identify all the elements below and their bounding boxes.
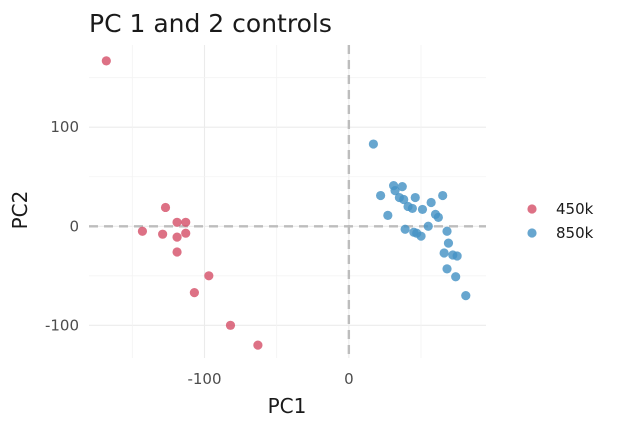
point-850k [423, 221, 433, 231]
point-850k [438, 190, 448, 201]
point-450k [172, 217, 182, 227]
point-450k [158, 229, 168, 239]
point-850k [452, 251, 462, 261]
x-tick-label: 0 [344, 370, 354, 388]
reference-lines [89, 45, 486, 358]
point-850k [368, 139, 378, 149]
point-850k [433, 212, 443, 222]
point-850k [376, 190, 386, 201]
point-850k [399, 194, 409, 205]
point-850k [451, 272, 461, 282]
y-tick-label: 100 [50, 118, 79, 136]
legend-key-450k [527, 204, 537, 214]
data-points [101, 56, 471, 350]
y-tick-label: 0 [69, 217, 79, 235]
point-850k [383, 210, 393, 220]
point-850k [416, 231, 426, 241]
point-450k [225, 320, 236, 330]
y-axis-title: PC2 [8, 191, 32, 230]
point-850k [426, 197, 436, 208]
point-450k [172, 247, 182, 257]
point-850k [417, 204, 428, 215]
x-axis-title: PC1 [268, 394, 307, 418]
point-850k [443, 238, 454, 248]
point-450k [160, 202, 171, 213]
legend-label-450k: 450k [556, 200, 594, 218]
point-850k [442, 264, 452, 274]
point-850k [390, 186, 400, 196]
grid-lines [89, 45, 486, 358]
y-tick-label: -100 [45, 316, 79, 334]
point-850k [410, 192, 420, 203]
point-450k [181, 228, 191, 238]
tick-labels: -100 0 -100 0 100 [45, 118, 354, 388]
legend-label-850k: 850k [556, 224, 594, 242]
point-850k [407, 203, 417, 214]
point-450k [253, 340, 263, 350]
point-850k [461, 290, 471, 301]
point-450k [101, 56, 111, 66]
chart-title: PC 1 and 2 controls [89, 9, 332, 38]
point-450k [137, 226, 148, 236]
point-850k [439, 248, 449, 258]
point-450k [181, 217, 191, 227]
point-450k [204, 271, 214, 281]
legend-key-850k [527, 228, 537, 238]
point-450k [172, 232, 182, 242]
point-850k [442, 226, 452, 236]
point-450k [189, 288, 199, 298]
point-850k [400, 224, 410, 234]
point-850k [397, 182, 407, 192]
x-tick-label: -100 [187, 370, 221, 388]
legend: 450k 850k [527, 200, 594, 242]
